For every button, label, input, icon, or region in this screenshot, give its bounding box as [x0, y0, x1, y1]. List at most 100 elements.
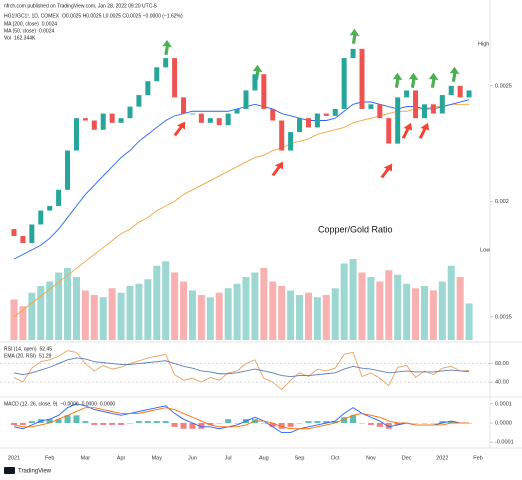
- histogram-bar: [305, 421, 312, 423]
- y-tick-label: 0.0025: [495, 83, 512, 89]
- legend-name: EMA (20, RSI): [4, 353, 36, 359]
- histogram-bar: [28, 421, 35, 423]
- candle-body: [323, 113, 329, 116]
- legend-name: MA (200, close): [4, 21, 39, 27]
- low-note: Low: [480, 247, 490, 253]
- volume-bar: [251, 272, 259, 340]
- candle-body: [29, 224, 35, 243]
- arrow: [401, 122, 413, 139]
- y-tick-label: -0.0001: [495, 440, 514, 446]
- candle-body: [127, 106, 133, 119]
- candle-body: [136, 95, 142, 107]
- volume-bar: [81, 290, 89, 340]
- volume-bar: [215, 292, 223, 340]
- candle-body: [216, 118, 222, 126]
- histogram-bar: [287, 423, 294, 427]
- histogram-bar: [189, 423, 196, 429]
- volume-bar: [394, 274, 402, 340]
- volume-bar: [188, 290, 196, 340]
- volume-bar: [304, 292, 312, 340]
- histogram-bar: [180, 423, 187, 429]
- macd-line: [13, 407, 470, 430]
- candle-body: [65, 150, 71, 190]
- histogram-bar: [19, 423, 26, 425]
- candle-body: [377, 104, 383, 119]
- volume-bar: [19, 306, 27, 340]
- ohlc-text: O0.0025 H0.0025 L0.0025 C0.0025 −0.0000 …: [62, 13, 183, 19]
- legend-name: Vol: [4, 35, 11, 41]
- histogram-bar: [323, 421, 330, 423]
- histogram-bar: [394, 423, 401, 425]
- volume-bar: [28, 292, 36, 340]
- x-tick-label: Oct: [331, 455, 340, 461]
- histogram-bar: [82, 421, 89, 423]
- volume-bar: [99, 297, 107, 340]
- arrow: [380, 163, 393, 179]
- histogram-bar: [11, 423, 17, 425]
- ma-line: [13, 99, 470, 260]
- arrow: [449, 66, 460, 83]
- volume-bar: [438, 281, 446, 340]
- ma-line: [13, 103, 470, 318]
- volume-bar: [358, 272, 366, 340]
- histogram-bar: [278, 423, 285, 429]
- histogram-bar: [332, 421, 339, 423]
- candle-body: [413, 90, 419, 119]
- volume-bar: [233, 283, 241, 340]
- candle-body: [314, 113, 320, 128]
- candle-body: [47, 205, 53, 211]
- volume-bar: [144, 279, 152, 340]
- legend-value: 0.0024: [39, 28, 55, 34]
- volume-bar: [331, 288, 339, 340]
- histogram-bar: [385, 423, 392, 429]
- volume-bar: [135, 283, 143, 340]
- candle-body: [91, 120, 97, 130]
- candle-body: [73, 118, 79, 151]
- volume-bar: [108, 288, 116, 340]
- volume-bar: [171, 272, 179, 340]
- x-tick-label: Jul: [225, 455, 232, 461]
- x-tick-label: Aug: [259, 455, 269, 461]
- volume-bar: [429, 290, 437, 340]
- histogram-bar: [55, 419, 62, 423]
- legend-name: MA (50, close): [4, 28, 36, 34]
- histogram-bar: [64, 415, 71, 423]
- candle-body: [252, 74, 258, 91]
- x-tick-label: Dec: [402, 455, 412, 461]
- arrow: [392, 72, 403, 89]
- histogram-bar: [376, 423, 383, 427]
- histogram-bar: [439, 421, 446, 423]
- volume-bar: [260, 268, 268, 340]
- y-tick-label: 0.0015: [495, 314, 512, 320]
- histogram-bar: [341, 417, 348, 423]
- candle-body: [341, 58, 347, 109]
- red-arrows: [173, 121, 430, 179]
- x-tick-label: 2021: [8, 455, 20, 461]
- candle-body: [404, 90, 410, 98]
- histogram-bar: [91, 423, 98, 425]
- histogram-bar: [46, 419, 53, 423]
- histogram-bar: [100, 423, 107, 425]
- footer-text: TradingView: [18, 469, 52, 475]
- candle-body: [100, 113, 106, 130]
- histogram-bar: [448, 421, 455, 423]
- volume-bar: [278, 286, 286, 340]
- y-tick-label: 0.002: [495, 199, 509, 205]
- candle-body: [198, 113, 204, 123]
- candle-body: [448, 85, 454, 96]
- candle-body: [234, 108, 240, 114]
- histogram-bar: [171, 423, 178, 427]
- y-tick-label: 0.0000: [495, 420, 512, 426]
- volume-bar: [322, 295, 330, 340]
- histogram-bar: [314, 421, 321, 423]
- volume-bar: [206, 297, 214, 340]
- candle-body: [11, 229, 17, 237]
- histogram-bar: [367, 423, 374, 425]
- candle-body: [386, 118, 392, 144]
- arrow: [252, 64, 263, 81]
- volume-bar: [72, 277, 80, 340]
- x-tick-label: Nov: [366, 455, 376, 461]
- volume-bar: [162, 261, 170, 340]
- legend-value: 162.344K: [14, 35, 36, 41]
- volume-bar: [420, 286, 428, 340]
